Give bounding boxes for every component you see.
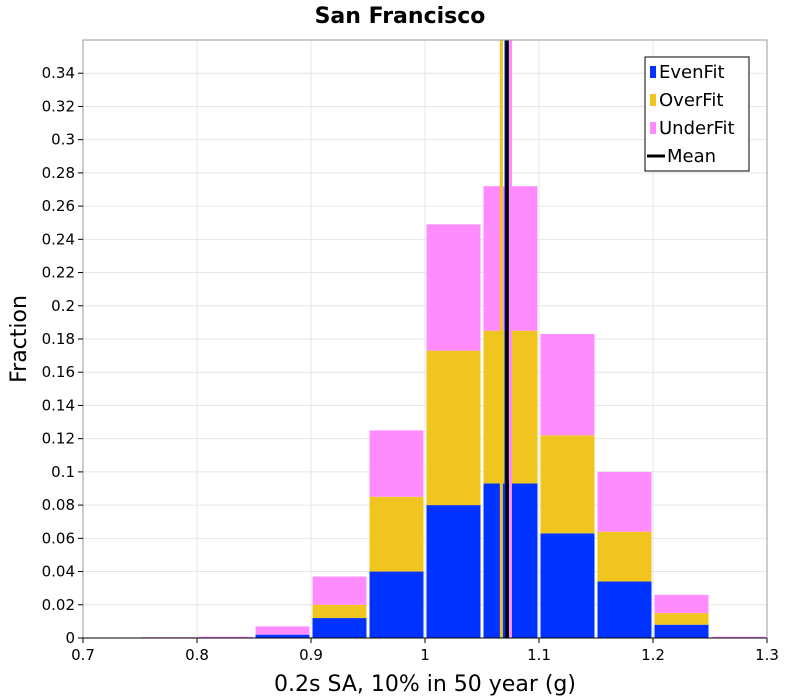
x-tick-label: 1.1: [527, 646, 551, 664]
x-tick-label: 0.9: [299, 646, 323, 664]
y-tick-label: 0.24: [42, 230, 75, 248]
grid-lines: [82, 40, 768, 639]
y-tick-label: 0.12: [42, 430, 75, 448]
y-tick-label: 0.34: [42, 64, 75, 82]
bar-evenfit-5: [369, 571, 424, 638]
bar-underfit-2: [198, 636, 253, 638]
bar-underfit-11: [711, 636, 766, 638]
x-axis-ticks: 0.7 0.8 0.9 1 1.1 1.2 1.3: [71, 638, 779, 664]
y-tick-label: 0.1: [51, 463, 75, 481]
legend-swatch-overfit: [650, 94, 656, 106]
y-tick-label: 0.32: [42, 97, 75, 115]
bar-evenfit-10: [654, 624, 709, 638]
y-tick-label: 0: [65, 629, 75, 647]
bar-overfit-10: [654, 613, 709, 625]
x-axis-label: 0.2s SA, 10% in 50 year (g): [274, 672, 576, 697]
bar-overfit-8: [540, 435, 595, 534]
y-tick-label: 0.04: [42, 563, 75, 581]
legend-box: [644, 56, 750, 172]
y-tick-label: 0.28: [42, 164, 75, 182]
legend-swatch-evenfit: [650, 66, 656, 78]
y-tick-label: 0.22: [42, 264, 75, 282]
chart-title: San Francisco: [315, 4, 486, 29]
y-tick-label: 0.18: [42, 330, 75, 348]
legend-label-overfit: OverFit: [659, 90, 723, 111]
legend-label-underfit: UnderFit: [659, 118, 735, 139]
bar-underfit-9: [597, 471, 652, 532]
y-tick-label: 0.26: [42, 197, 75, 215]
mean-lines-group: [499, 40, 512, 638]
bar-evenfit-3: [255, 634, 310, 638]
y-tick-label: 0.02: [42, 596, 75, 614]
bar-underfit-10: [654, 594, 709, 614]
y-tick-label: 0.14: [42, 396, 75, 414]
legend: EvenFit OverFit UnderFit Mean: [644, 56, 750, 172]
x-tick-label: 1: [420, 646, 430, 664]
y-tick-label: 0.2: [51, 297, 75, 315]
y-tick-label: 0.3: [51, 131, 75, 149]
y-tick-label: 0.16: [42, 363, 75, 381]
bar-overfit-4: [312, 604, 367, 619]
y-tick-label: 0.06: [42, 529, 75, 547]
bar-underfit-8: [540, 334, 595, 436]
x-tick-label: 0.7: [71, 646, 95, 664]
bar-underfit-6: [426, 224, 481, 351]
bars-group: [141, 186, 766, 638]
bar-underfit-5: [369, 430, 424, 497]
bar-underfit-3: [255, 626, 310, 635]
y-tick-label: 0.08: [42, 496, 75, 514]
bar-underfit-4: [312, 576, 367, 605]
bar-evenfit-4: [312, 618, 367, 638]
y-axis-label: Fraction: [7, 295, 32, 383]
legend-label-evenfit: EvenFit: [659, 62, 725, 83]
bar-overfit-6: [426, 350, 481, 506]
bar-evenfit-6: [426, 505, 481, 638]
y-axis-ticks: 0 0.02 0.04 0.06 0.08 0.1 0.12 0.14 0.16 0.18 0.2 0…: [42, 64, 83, 647]
x-tick-label: 0.8: [185, 646, 209, 664]
bar-overfit-9: [597, 531, 652, 582]
bar-evenfit-8: [540, 533, 595, 638]
legend-label-mean: Mean: [667, 146, 716, 167]
x-tick-label: 1.2: [641, 646, 665, 664]
legend-swatch-underfit: [650, 122, 656, 134]
bar-overfit-5: [369, 496, 424, 572]
x-tick-label: 1.3: [755, 646, 779, 664]
bar-evenfit-9: [597, 581, 652, 638]
